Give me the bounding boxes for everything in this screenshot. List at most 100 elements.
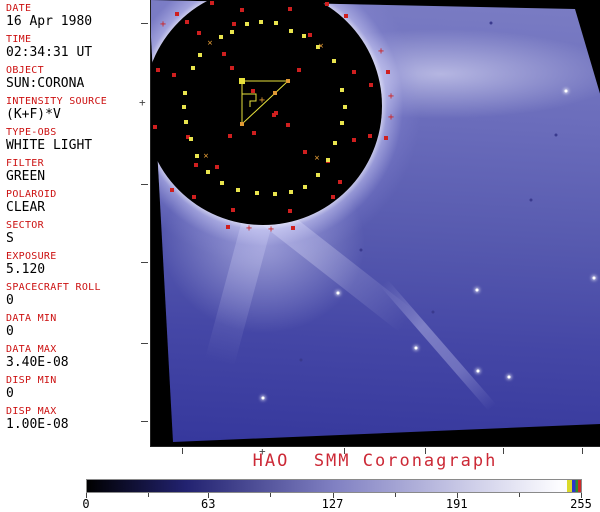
colorbar-minor-tick xyxy=(148,493,150,497)
red-fiducial-dot xyxy=(197,31,201,35)
colorbar-major-tick xyxy=(456,493,458,498)
yellow-fiducial-dot xyxy=(316,173,320,177)
yellow-fiducial-dot xyxy=(255,191,259,195)
red-plus-marker: + xyxy=(159,19,167,30)
metadata-label: POLAROID xyxy=(6,189,57,200)
red-fiducial-dot xyxy=(286,123,290,127)
red-fiducial-dot xyxy=(368,134,372,138)
sun-outline-notch xyxy=(242,93,257,107)
yellow-fiducial-dot xyxy=(274,21,278,25)
metadata-label: DISP MIN xyxy=(6,375,57,386)
yellow-fiducial-dot xyxy=(340,121,344,125)
red-fiducial-dot xyxy=(230,66,234,70)
yellow-fiducial-dot xyxy=(326,158,330,162)
red-plus-marker: + xyxy=(267,224,275,235)
red-fiducial-dot xyxy=(272,113,276,117)
metadata-item-sector: SECTOR S xyxy=(6,220,149,246)
metadata-value: GREEN xyxy=(6,169,46,184)
red-fiducial-dot xyxy=(288,7,292,11)
orange-x-marker: × xyxy=(203,151,209,162)
red-fiducial-dot xyxy=(338,180,342,184)
red-fiducial-dot xyxy=(288,209,292,213)
colorbar-major-tick xyxy=(581,493,582,498)
yellow-fiducial-dot xyxy=(182,105,186,109)
metadata-item-exposure: EXPOSURE 5.120 xyxy=(6,251,149,277)
red-fiducial-dot xyxy=(210,1,214,5)
fiducial-markers: + + + + + + × × × × + xyxy=(151,0,600,446)
metadata-item-disp-max: DISP MAX 1.00E-08 xyxy=(6,406,149,432)
orange-dot-marker xyxy=(273,91,277,95)
orange-x-marker: × xyxy=(314,153,320,164)
yellow-fiducial-dot xyxy=(183,91,187,95)
metadata-label: FILTER xyxy=(6,158,44,169)
red-fiducial-dot xyxy=(291,226,295,230)
image-caption: HAO SMM Coronagraph xyxy=(252,451,498,471)
occulting-disk xyxy=(151,0,382,225)
left-axis-tick: + xyxy=(139,96,146,109)
sun-pointer-overlay xyxy=(239,78,290,126)
metadata-item-data-min: DATA MIN 0 xyxy=(6,313,149,339)
red-fiducial-dot xyxy=(240,8,244,12)
red-fiducial-dot xyxy=(186,135,190,139)
colorbar-tick-label: 255 xyxy=(570,497,592,511)
red-fiducial-dot xyxy=(369,83,373,87)
red-fiducial-dot xyxy=(386,70,390,74)
red-fiducial-dot xyxy=(251,89,255,93)
red-fiducial-dot xyxy=(222,52,226,56)
red-fiducial-dot xyxy=(232,22,236,26)
metadata-value: 02:34:31 UT xyxy=(6,45,93,60)
left-axis-tick xyxy=(141,421,148,422)
red-fiducial-dot xyxy=(274,111,278,115)
metadata-value: WHITE LIGHT xyxy=(6,138,93,153)
orange-x-marker: × xyxy=(207,38,213,49)
star-point xyxy=(564,89,568,93)
metadata-label: DATA MIN xyxy=(6,313,57,324)
bottom-axis-tick xyxy=(582,448,583,454)
yellow-fiducial-dot xyxy=(316,45,320,49)
yellow-fiducial-dot xyxy=(289,190,293,194)
red-plus-marker: + xyxy=(377,46,385,57)
metadata-value: 5.120 xyxy=(6,262,46,277)
star-point xyxy=(507,375,511,379)
yellow-fiducial-dot xyxy=(302,34,306,38)
colorbar-tick-label: 63 xyxy=(201,497,216,511)
left-axis-tick xyxy=(141,23,148,24)
metadata-item-intensity-source: INTENSITY SOURCE (K+F)*V xyxy=(6,96,149,122)
colorbar-major-tick xyxy=(332,493,334,498)
coronagraph-image: + + + + + + × × × × + xyxy=(150,0,600,447)
red-fiducial-dot xyxy=(384,136,388,140)
yellow-fiducial-dot xyxy=(206,170,210,174)
metadata-item-disp-min: DISP MIN 0 xyxy=(6,375,149,401)
yellow-fiducial-dot xyxy=(245,22,249,26)
colorbar-minor-tick xyxy=(518,493,520,497)
yellow-fiducial-dot xyxy=(198,53,202,57)
star-point xyxy=(336,291,340,295)
red-fiducial-dot xyxy=(170,188,174,192)
metadata-label: SPACECRAFT ROLL xyxy=(6,282,101,293)
star-point xyxy=(476,369,480,373)
polygon-corner-marker xyxy=(239,78,245,84)
red-fiducial-dot xyxy=(153,125,157,129)
red-fiducial-dot xyxy=(352,70,356,74)
red-fiducial-dot xyxy=(175,12,179,16)
metadata-label: DISP MAX xyxy=(6,406,57,417)
metadata-panel: DATE 16 Apr 1980 TIME 02:34:31 UT OBJECT… xyxy=(0,0,149,447)
red-fiducial-dot xyxy=(303,150,307,154)
metadata-value: (K+F)*V xyxy=(6,107,61,122)
metadata-value: 0 xyxy=(6,324,14,339)
yellow-fiducial-dot xyxy=(220,181,224,185)
metadata-item-spacecraft-roll: SPACECRAFT ROLL 0 xyxy=(6,282,149,308)
bottom-axis-tick xyxy=(182,448,183,454)
metadata-item-data-max: DATA MAX 3.40E-08 xyxy=(6,344,149,370)
red-fiducial-dot xyxy=(252,131,256,135)
red-fiducial-dot xyxy=(231,208,235,212)
metadata-item-object: OBJECT SUN:CORONA xyxy=(6,65,149,91)
metadata-label: INTENSITY SOURCE xyxy=(6,96,108,107)
colorbar: 0 63 127 191 255 xyxy=(0,476,600,512)
metadata-value: SUN:CORONA xyxy=(6,76,85,91)
metadata-value: 1.00E-08 xyxy=(6,417,69,432)
metadata-value: S xyxy=(6,231,14,246)
colorbar-tick-label: 0 xyxy=(82,497,90,511)
left-axis-tick xyxy=(141,343,148,344)
red-fiducial-dot xyxy=(172,73,176,77)
